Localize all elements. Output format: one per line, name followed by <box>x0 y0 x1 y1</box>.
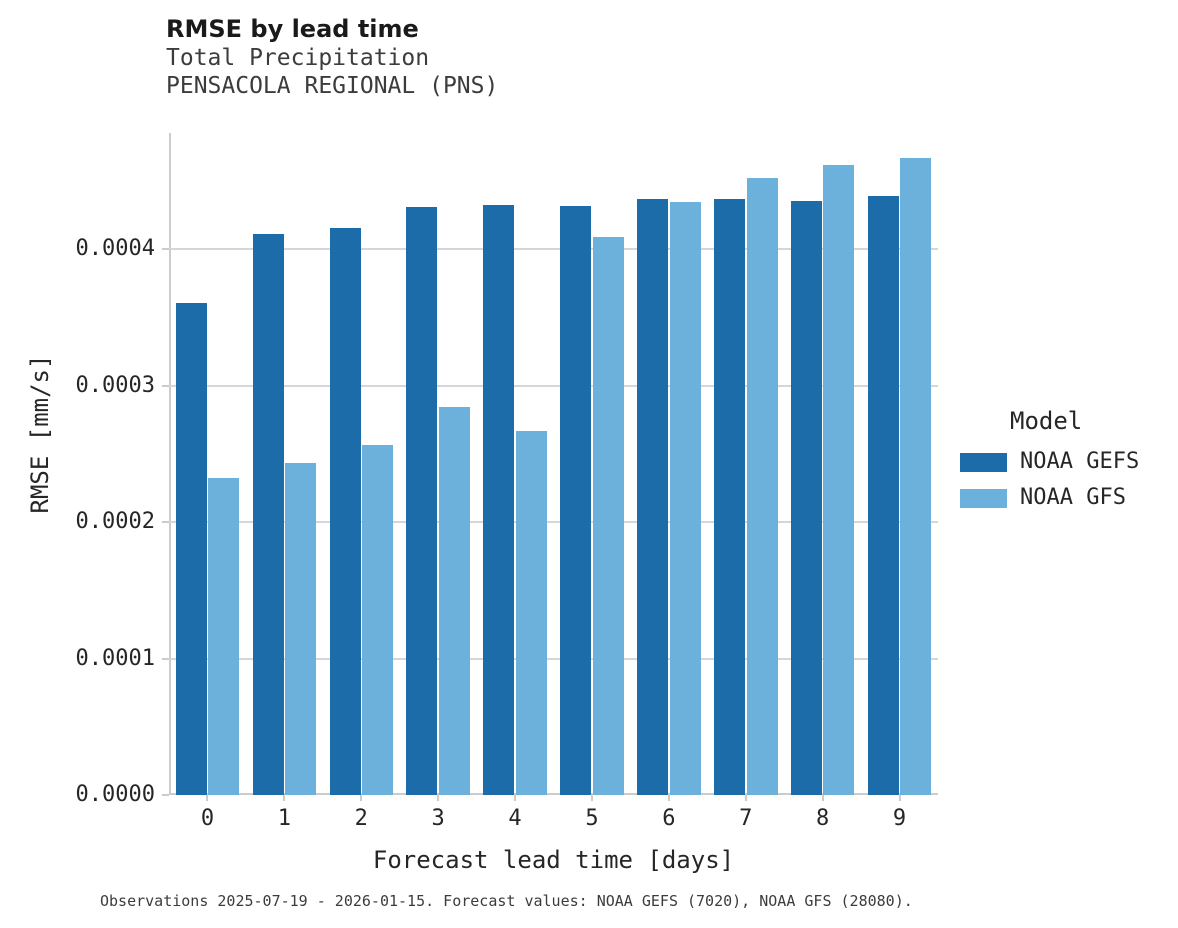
bar <box>438 407 470 795</box>
gridline <box>169 384 938 387</box>
x-tick-label: 2 <box>354 806 368 831</box>
bar <box>483 205 515 795</box>
bar <box>252 234 284 795</box>
bar <box>515 431 547 795</box>
bar <box>746 178 778 795</box>
bar <box>175 302 207 795</box>
bar <box>900 158 932 795</box>
y-axis-tick-labels: 0.0000 0.0001 0.0002 0.0003 0.0004 <box>0 133 155 806</box>
x-tick-label: 1 <box>277 806 291 831</box>
x-tick-mark <box>744 795 747 801</box>
legend: Model NOAA GEFS NOAA GFS <box>960 406 1175 516</box>
gridline <box>169 248 938 251</box>
x-tick-mark <box>667 795 670 801</box>
x-tick-label: 3 <box>431 806 445 831</box>
x-axis-spine <box>169 793 938 795</box>
x-tick-label: 8 <box>816 806 830 831</box>
plot-area <box>162 133 938 801</box>
chart-subtitle-station: PENSACOLA REGIONAL (PNS) <box>166 73 499 99</box>
x-tick-mark <box>360 795 363 801</box>
footnote: Observations 2025-07-19 - 2026-01-15. Fo… <box>100 892 913 910</box>
bar <box>285 462 317 795</box>
y-tick-mark <box>162 521 169 523</box>
y-axis-title: RMSE [mm/s] <box>26 354 54 514</box>
bar <box>329 227 361 795</box>
bar <box>714 199 745 795</box>
x-tick-mark <box>283 795 286 801</box>
legend-swatch <box>960 452 1007 472</box>
x-tick-label: 4 <box>508 806 522 831</box>
x-tick-mark <box>206 795 209 801</box>
bar <box>560 206 592 795</box>
x-tick-label: 6 <box>662 806 676 831</box>
x-tick-mark <box>437 795 440 801</box>
x-axis-title: Forecast lead time [days] <box>372 846 735 874</box>
bar <box>867 195 899 795</box>
bar <box>790 200 822 795</box>
bar <box>669 201 701 795</box>
bar <box>406 207 438 795</box>
y-tick-label: 0.0004 <box>75 236 155 262</box>
bar <box>637 199 669 795</box>
x-tick-mark <box>590 795 593 801</box>
legend-title: Model <box>1010 407 1083 435</box>
gridline <box>169 521 938 523</box>
x-tick-mark <box>821 795 824 801</box>
bar <box>208 477 240 795</box>
legend-entry[interactable]: NOAA GFS <box>960 480 1175 516</box>
bar <box>592 236 624 795</box>
gridline <box>169 657 938 660</box>
title-block: RMSE by lead time Total Precipitation PE… <box>166 14 926 100</box>
bar <box>823 165 855 795</box>
x-tick-label: 9 <box>892 806 907 831</box>
y-tick-label: 0.0001 <box>75 645 155 671</box>
y-tick-mark <box>162 657 169 660</box>
page-title: RMSE by lead time <box>166 15 419 43</box>
chart-subtitle-variable: Total Precipitation <box>166 45 430 71</box>
y-tick-mark <box>162 794 169 796</box>
y-tick-mark <box>162 384 169 387</box>
x-tick-mark <box>898 795 901 801</box>
x-tick-label: 0 <box>200 806 215 831</box>
legend-label: NOAA GEFS <box>1020 449 1140 474</box>
y-axis-spine <box>169 133 171 795</box>
y-tick-label: 0.0003 <box>75 372 155 398</box>
x-tick-label: 7 <box>739 806 753 831</box>
x-axis-tick-labels: 0 1 2 3 4 5 6 7 8 9 <box>169 806 938 838</box>
x-tick-label: 5 <box>585 806 599 831</box>
legend-entry[interactable]: NOAA GEFS <box>960 444 1175 480</box>
y-tick-label: 0.0000 <box>75 782 155 807</box>
x-tick-mark <box>514 795 517 801</box>
legend-swatch <box>960 488 1007 508</box>
y-tick-label: 0.0002 <box>75 509 155 534</box>
bar <box>362 444 393 795</box>
legend-label: NOAA GFS <box>1020 485 1126 510</box>
y-tick-mark <box>162 248 169 251</box>
legend-entries: NOAA GEFS NOAA GFS <box>960 444 1175 516</box>
